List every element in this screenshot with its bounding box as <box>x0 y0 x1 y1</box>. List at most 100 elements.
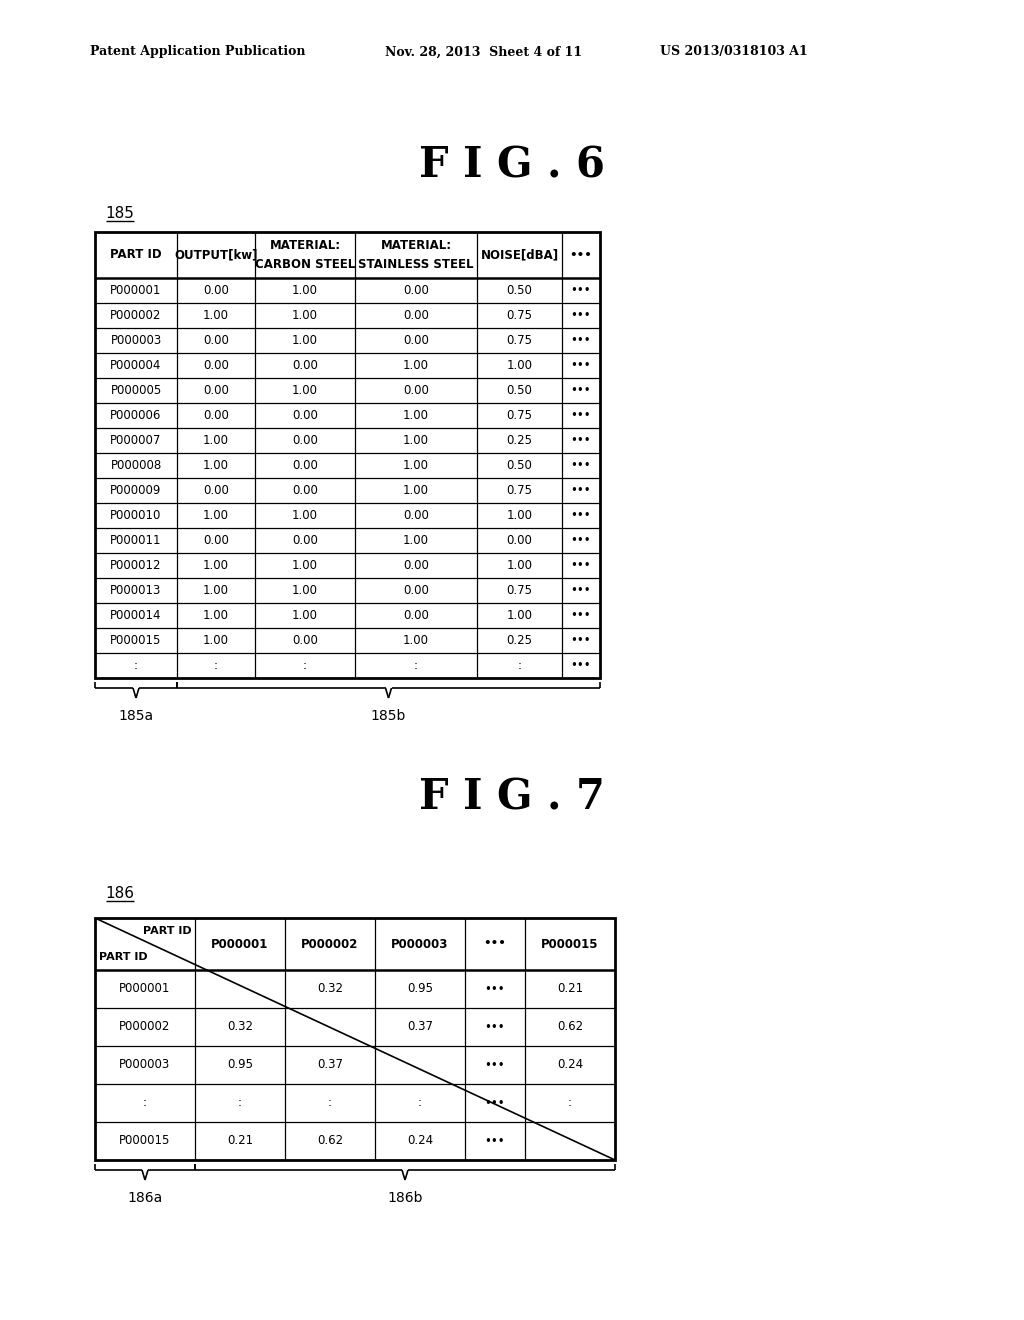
Text: :: : <box>303 659 307 672</box>
Text: 0.00: 0.00 <box>507 535 532 546</box>
Text: 1.00: 1.00 <box>403 535 429 546</box>
Text: 186a: 186a <box>127 1191 163 1205</box>
Text: 0.62: 0.62 <box>557 1020 583 1034</box>
Text: F I G . 7: F I G . 7 <box>419 777 605 818</box>
Text: P000013: P000013 <box>111 583 162 597</box>
Text: 0.00: 0.00 <box>403 583 429 597</box>
Text: 0.24: 0.24 <box>407 1134 433 1147</box>
Text: P000003: P000003 <box>120 1059 171 1072</box>
Text: •••: ••• <box>570 583 591 597</box>
Text: :: : <box>568 1097 572 1110</box>
Text: Nov. 28, 2013  Sheet 4 of 11: Nov. 28, 2013 Sheet 4 of 11 <box>385 45 582 58</box>
Text: 1.00: 1.00 <box>203 609 229 622</box>
Text: 1.00: 1.00 <box>403 459 429 473</box>
Text: •••: ••• <box>570 459 591 473</box>
Text: •••: ••• <box>570 334 591 347</box>
Text: •••: ••• <box>570 484 591 498</box>
Text: 0.00: 0.00 <box>403 309 429 322</box>
Bar <box>95 232 600 678</box>
Text: 0.00: 0.00 <box>292 535 317 546</box>
Text: 0.21: 0.21 <box>227 1134 253 1147</box>
Text: :: : <box>418 1097 422 1110</box>
Text: 185a: 185a <box>119 709 154 723</box>
Text: 185: 185 <box>105 206 134 220</box>
Text: P000011: P000011 <box>111 535 162 546</box>
Text: •••: ••• <box>570 384 591 397</box>
Text: P000002: P000002 <box>111 309 162 322</box>
Text: P000005: P000005 <box>111 384 162 397</box>
Text: :: : <box>517 659 521 672</box>
Text: 0.00: 0.00 <box>203 535 229 546</box>
Text: •••: ••• <box>570 434 591 447</box>
Text: P000015: P000015 <box>542 937 599 950</box>
Text: OUTPUT[kw]: OUTPUT[kw] <box>174 248 258 261</box>
Text: STAINLESS STEEL: STAINLESS STEEL <box>358 257 474 271</box>
Text: US 2013/0318103 A1: US 2013/0318103 A1 <box>660 45 808 58</box>
Text: 0.95: 0.95 <box>407 982 433 995</box>
Text: P000015: P000015 <box>120 1134 171 1147</box>
Text: P000001: P000001 <box>120 982 171 995</box>
Text: PART ID: PART ID <box>98 952 147 962</box>
Text: 1.00: 1.00 <box>292 558 318 572</box>
Text: 0.00: 0.00 <box>203 284 229 297</box>
Text: •••: ••• <box>570 309 591 322</box>
Text: •••: ••• <box>570 609 591 622</box>
Text: P000006: P000006 <box>111 409 162 422</box>
Text: 186: 186 <box>105 886 134 900</box>
Text: P000001: P000001 <box>111 284 162 297</box>
Text: 1.00: 1.00 <box>292 510 318 521</box>
Text: P000003: P000003 <box>391 937 449 950</box>
Text: •••: ••• <box>483 937 507 950</box>
Text: P000010: P000010 <box>111 510 162 521</box>
Text: •••: ••• <box>484 982 505 995</box>
Text: 0.00: 0.00 <box>403 609 429 622</box>
Text: 1.00: 1.00 <box>292 334 318 347</box>
Text: P000015: P000015 <box>111 634 162 647</box>
Text: •••: ••• <box>569 248 593 261</box>
Text: 0.32: 0.32 <box>227 1020 253 1034</box>
Text: 0.75: 0.75 <box>507 409 532 422</box>
Text: 0.00: 0.00 <box>292 459 317 473</box>
Text: 0.50: 0.50 <box>507 459 532 473</box>
Text: 0.00: 0.00 <box>403 510 429 521</box>
Text: 0.21: 0.21 <box>557 982 583 995</box>
Text: 0.24: 0.24 <box>557 1059 583 1072</box>
Text: •••: ••• <box>570 510 591 521</box>
Text: 1.00: 1.00 <box>292 309 318 322</box>
Text: 1.00: 1.00 <box>507 510 532 521</box>
Text: F I G . 6: F I G . 6 <box>419 144 605 186</box>
Text: 1.00: 1.00 <box>203 583 229 597</box>
Text: 0.00: 0.00 <box>403 384 429 397</box>
Text: 1.00: 1.00 <box>403 434 429 447</box>
Text: 0.00: 0.00 <box>292 409 317 422</box>
Text: 0.32: 0.32 <box>317 982 343 995</box>
Text: P000009: P000009 <box>111 484 162 498</box>
Text: Patent Application Publication: Patent Application Publication <box>90 45 305 58</box>
Text: :: : <box>214 659 218 672</box>
Text: 1.00: 1.00 <box>403 409 429 422</box>
Text: •••: ••• <box>484 1020 505 1034</box>
Text: •••: ••• <box>570 409 591 422</box>
Text: P000012: P000012 <box>111 558 162 572</box>
Text: 0.75: 0.75 <box>507 309 532 322</box>
Text: 1.00: 1.00 <box>403 634 429 647</box>
Text: 1.00: 1.00 <box>292 384 318 397</box>
Text: •••: ••• <box>570 359 591 372</box>
Text: 0.00: 0.00 <box>203 484 229 498</box>
Text: P000014: P000014 <box>111 609 162 622</box>
Text: 1.00: 1.00 <box>292 284 318 297</box>
Text: :: : <box>134 659 138 672</box>
Text: P000002: P000002 <box>301 937 358 950</box>
Text: 0.50: 0.50 <box>507 284 532 297</box>
Text: 0.25: 0.25 <box>507 434 532 447</box>
Text: PART ID: PART ID <box>111 248 162 261</box>
Text: 0.00: 0.00 <box>292 634 317 647</box>
Text: MATERIAL:: MATERIAL: <box>269 239 341 252</box>
Text: P000007: P000007 <box>111 434 162 447</box>
Text: 0.62: 0.62 <box>317 1134 343 1147</box>
Text: P000002: P000002 <box>120 1020 171 1034</box>
Text: PART ID: PART ID <box>142 927 191 936</box>
Text: •••: ••• <box>570 535 591 546</box>
Text: 1.00: 1.00 <box>403 484 429 498</box>
Text: 1.00: 1.00 <box>203 510 229 521</box>
